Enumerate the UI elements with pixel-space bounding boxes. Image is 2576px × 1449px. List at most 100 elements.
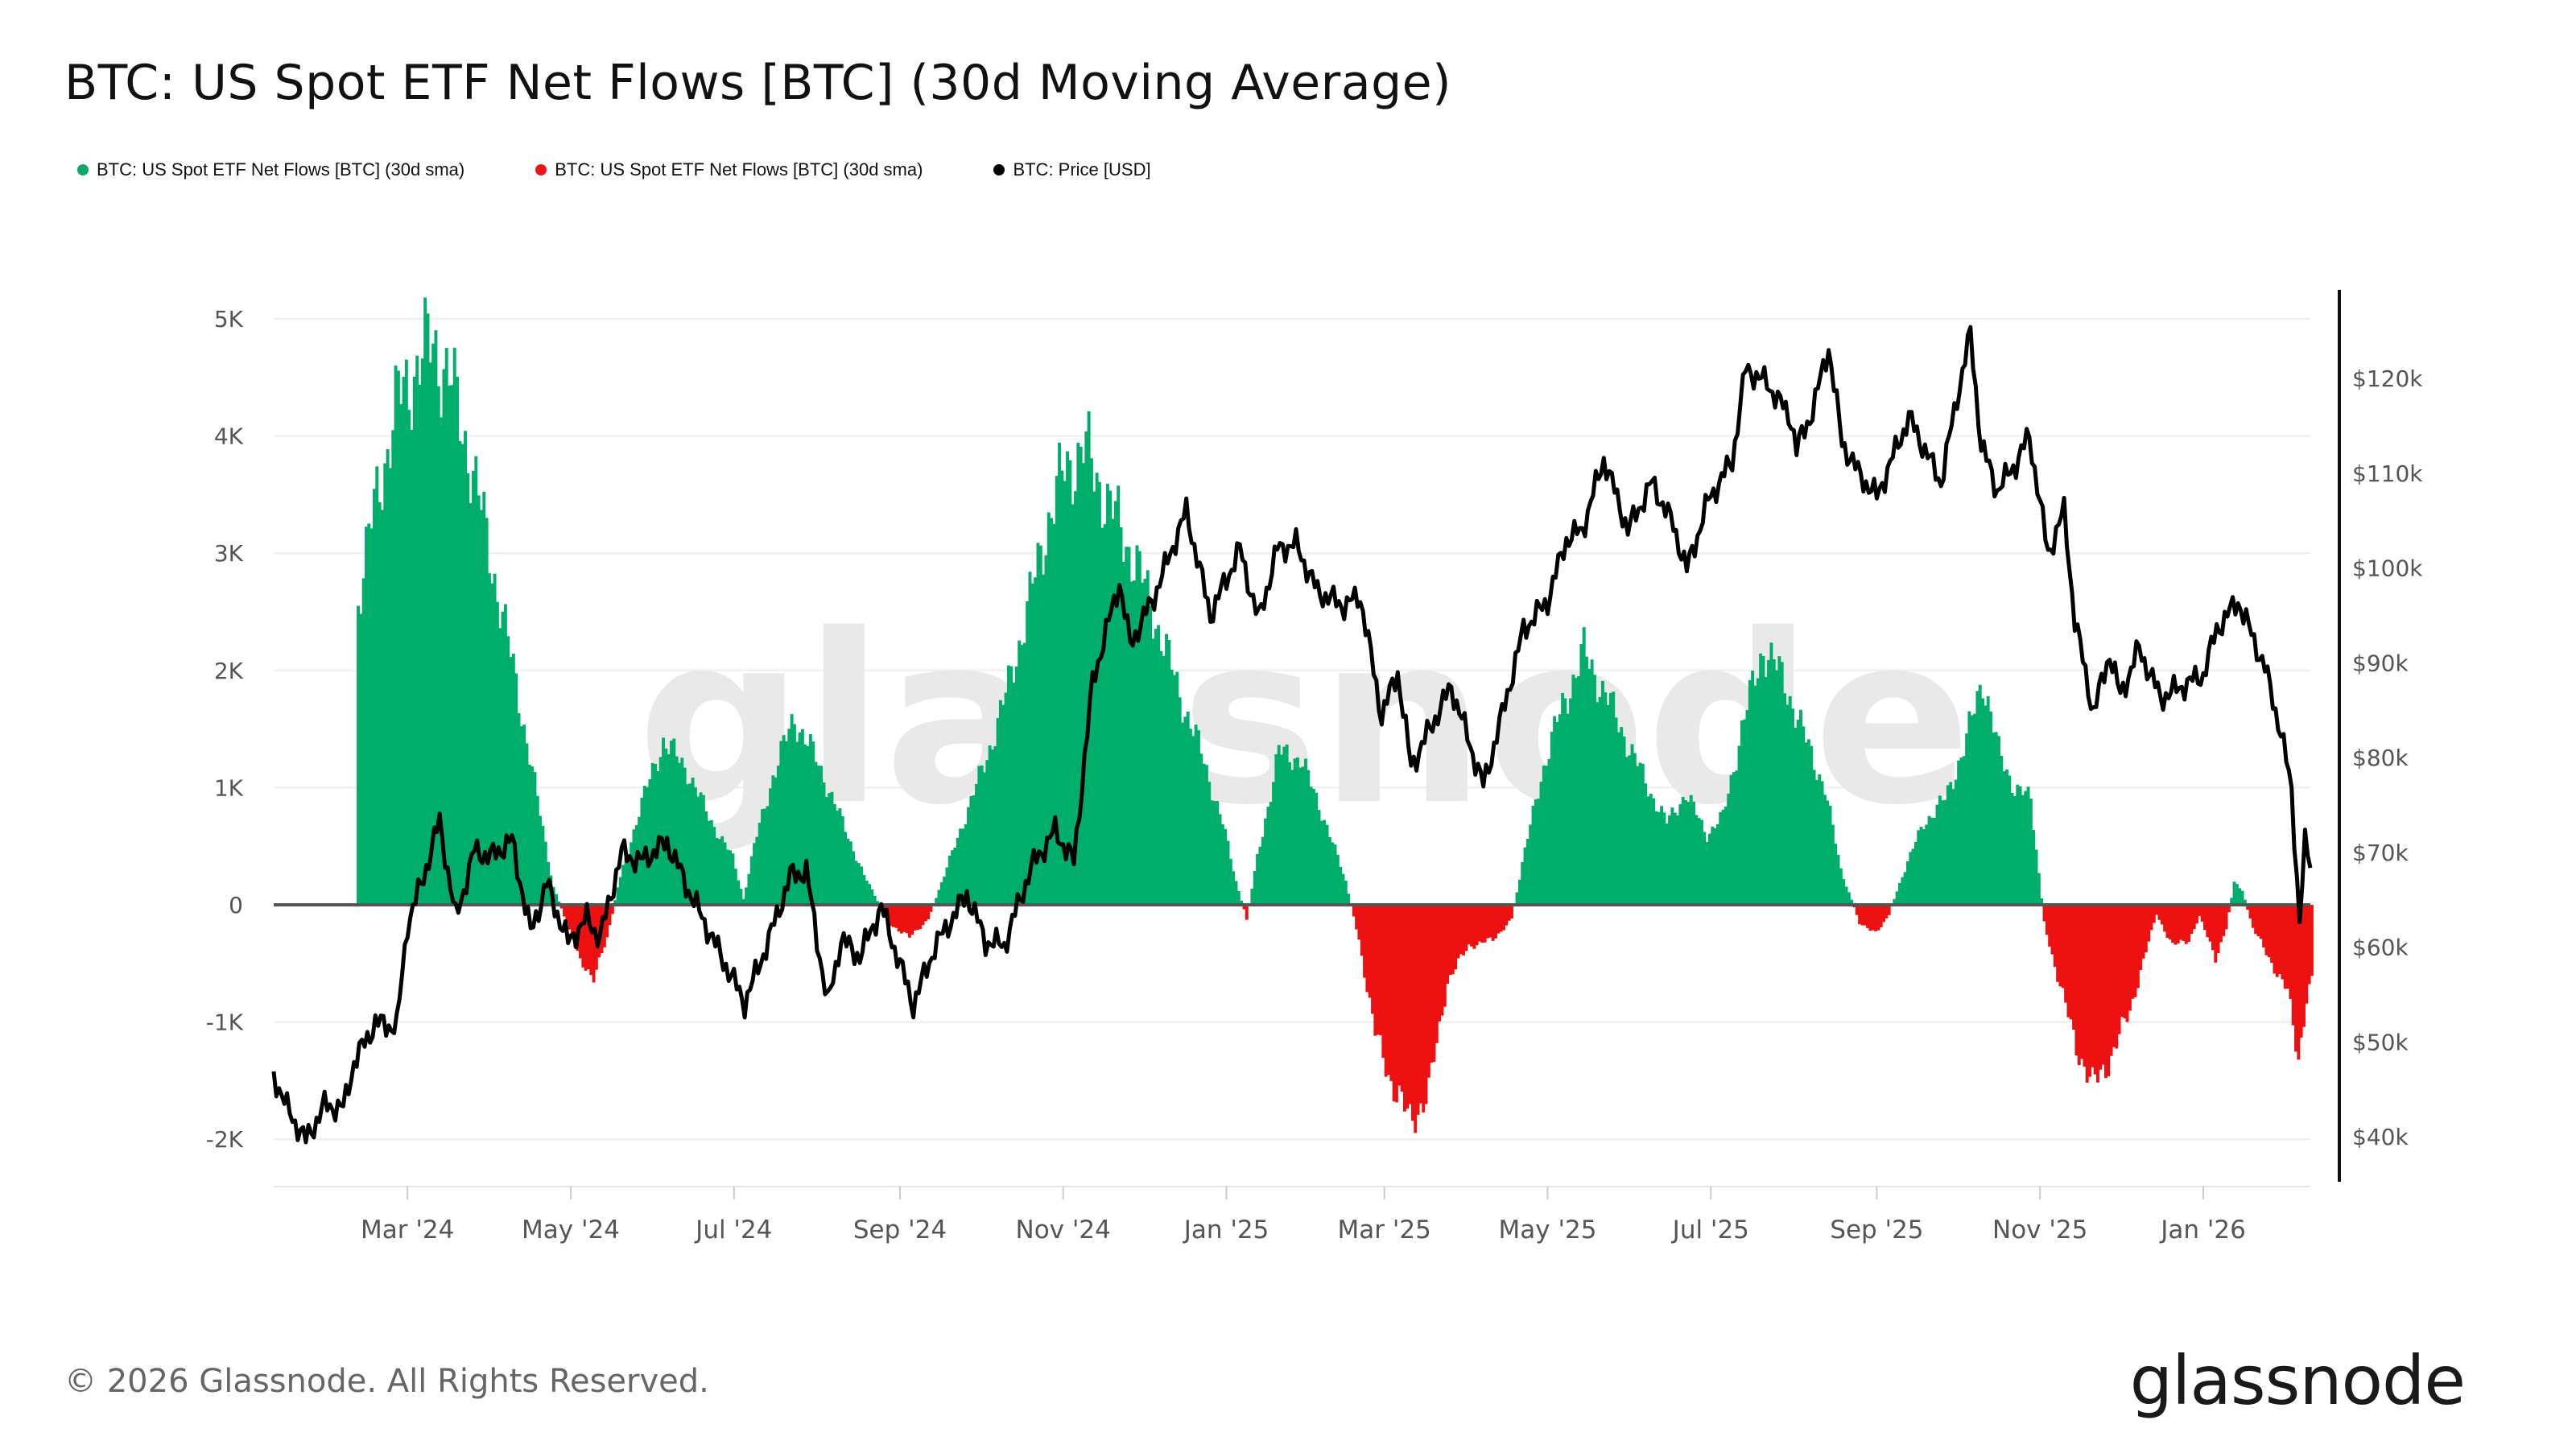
- flow-bar: [1577, 676, 1580, 905]
- flow-bar: [943, 877, 947, 905]
- flow-bar: [1451, 905, 1455, 975]
- flow-bar: [1705, 842, 1709, 905]
- legend-item-negative-flows[interactable]: BTC: US Spot ETF Net Flows [BTC] (30d sm…: [535, 159, 923, 180]
- flow-bar: [737, 880, 741, 905]
- flow-bar: [1788, 696, 1792, 905]
- flow-bar: [1325, 824, 1329, 905]
- flow-bar: [939, 882, 943, 905]
- flow-bar: [696, 796, 700, 905]
- flow-bar: [1732, 772, 1736, 905]
- flow-bar: [1975, 691, 1979, 905]
- flow-bar: [1365, 905, 1369, 993]
- flow-bar: [1151, 638, 1155, 905]
- flow-bar: [910, 905, 914, 935]
- flow-bar: [1125, 547, 1129, 905]
- flow-bar: [2216, 905, 2220, 954]
- flow-bar: [573, 905, 577, 948]
- flow-bar: [2208, 905, 2212, 942]
- flow-bar: [658, 757, 663, 905]
- flow-bar: [798, 732, 802, 905]
- flow-bar: [420, 358, 424, 905]
- flow-bar: [1333, 844, 1337, 905]
- flow-bar: [792, 724, 796, 905]
- flow-bar: [1220, 824, 1224, 905]
- flow-bar: [380, 510, 384, 905]
- flow-bar: [870, 889, 874, 905]
- flow-bar: [1753, 685, 1757, 905]
- x-axis-tick-label: May '24: [522, 1216, 620, 1245]
- legend-item-price[interactable]: BTC: Price [USD]: [993, 159, 1151, 180]
- flow-bar: [2275, 905, 2279, 977]
- flow-bar: [1874, 905, 1878, 931]
- flow-bar: [1818, 774, 1822, 905]
- flow-bar: [613, 900, 617, 905]
- left-axis-tick-label: 3K: [214, 540, 244, 567]
- flow-bar: [1141, 582, 1145, 905]
- flow-bar: [2160, 905, 2164, 925]
- flow-bar: [902, 905, 906, 932]
- flow-bar: [747, 873, 751, 905]
- flow-bar: [2179, 905, 2183, 940]
- flow-bar: [1422, 905, 1426, 1113]
- flow-bar: [1860, 905, 1864, 926]
- flow-bar: [373, 489, 376, 905]
- flow-bar: [1785, 704, 1790, 905]
- flow-bar: [1317, 810, 1321, 905]
- flow-bar: [1531, 805, 1535, 905]
- flow-bar: [1959, 757, 1963, 905]
- flow-bar: [1352, 905, 1356, 917]
- flow-bar: [664, 748, 668, 905]
- flow-bar: [2240, 890, 2244, 905]
- flow-bar: [1885, 905, 1889, 919]
- flow-bar: [1505, 905, 1509, 926]
- flow-bar: [1082, 463, 1085, 905]
- flow-bar: [868, 884, 871, 905]
- legend-item-positive-flows[interactable]: BTC: US Spot ETF Net Flows [BTC] (30d sm…: [77, 159, 464, 180]
- flow-bar: [388, 468, 392, 905]
- flow-bar: [1240, 900, 1244, 905]
- flow-bar: [1612, 691, 1616, 905]
- flow-bar: [990, 749, 994, 905]
- flow-bar: [1224, 828, 1228, 905]
- flow-bar: [1831, 824, 1835, 905]
- flow-bar: [541, 825, 545, 905]
- flow-bar: [1834, 844, 1838, 905]
- flow-bar: [844, 832, 848, 905]
- flow-bar: [774, 777, 778, 905]
- flow-bar: [361, 578, 365, 905]
- flow-bar: [525, 743, 529, 905]
- flow-bar: [1772, 659, 1776, 905]
- flow-bar: [729, 850, 733, 905]
- flow-bar: [1799, 709, 1802, 905]
- flow-bar: [2256, 905, 2260, 937]
- flow-bar: [1673, 812, 1677, 905]
- flow-bar: [2273, 905, 2277, 974]
- glassnode-logo[interactable]: glassnode: [2129, 1341, 2466, 1420]
- flow-bar: [415, 355, 419, 905]
- flow-bar: [624, 857, 628, 905]
- flow-bar: [1087, 411, 1091, 906]
- flow-bar: [2149, 905, 2153, 931]
- flow-bar: [2310, 905, 2314, 976]
- flow-bar: [1095, 473, 1099, 905]
- legend-positive-dot: [77, 164, 89, 175]
- flow-bar: [1695, 815, 1699, 905]
- flow-bar: [1724, 806, 1728, 905]
- x-axis-tick-label: Jan '26: [2159, 1216, 2246, 1245]
- flow-bar: [506, 636, 510, 905]
- flow-bar: [1376, 905, 1380, 1035]
- flow-bar: [972, 795, 976, 905]
- flow-bar: [1253, 871, 1257, 905]
- flow-bar: [1232, 871, 1236, 905]
- flow-bar: [755, 836, 759, 905]
- flow-bar: [501, 611, 505, 905]
- flow-bar: [701, 795, 705, 905]
- flow-bar: [1802, 726, 1806, 905]
- flow-bar: [777, 766, 780, 905]
- flow-bar: [1135, 545, 1139, 905]
- flow-bar: [2174, 905, 2178, 945]
- flow-bar: [1686, 802, 1690, 905]
- flow-bar: [581, 905, 585, 968]
- flow-bar: [1662, 812, 1666, 905]
- flow-bar: [1887, 905, 1891, 915]
